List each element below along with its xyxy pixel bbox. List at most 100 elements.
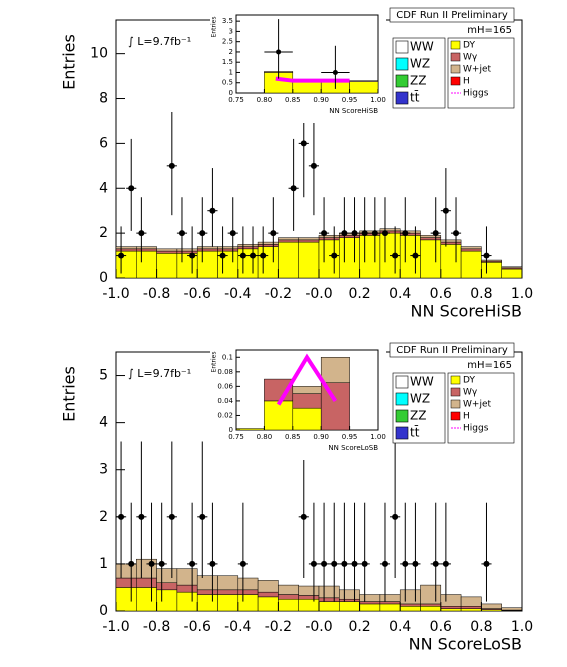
legend-label: WW [410, 40, 434, 54]
bar-segment [298, 598, 320, 612]
y-tick-label: 2.5 [222, 38, 233, 46]
legend-label: tt̄ [410, 90, 420, 104]
bar-segment [339, 598, 360, 602]
bar-segment [440, 244, 462, 279]
bar-segment [196, 246, 218, 250]
y-tick-label: 2 [229, 48, 233, 56]
x-axis-label: NN ScoreLoSB [409, 635, 522, 654]
legend-label: WZ [410, 57, 430, 71]
x-tick-label: 0.6 [430, 619, 452, 635]
inset-x-label: NN ScoreHiSB [329, 107, 378, 115]
data-point [331, 252, 338, 259]
x-tick-label: -0.0 [305, 619, 332, 635]
data-point [341, 560, 348, 567]
bar-segment [359, 601, 381, 605]
legend-label: Higgs [463, 89, 489, 99]
bar-segment [217, 248, 239, 252]
inset-y-label: Entries [211, 17, 218, 38]
bar-segment [136, 248, 157, 252]
data-point [351, 560, 358, 567]
legend-label: Higgs [463, 424, 489, 434]
bar-segment [501, 266, 523, 269]
data-point [442, 207, 449, 214]
legend-swatch [450, 399, 461, 409]
x-tick-label: 1.0 [511, 286, 533, 302]
data-point [219, 252, 226, 259]
bar-segment [115, 577, 137, 588]
legend-swatch [395, 40, 409, 54]
bar-segment [278, 241, 299, 279]
bar-segment [379, 594, 401, 602]
y-tick-label: 2 [99, 509, 108, 525]
bar-segment [156, 568, 178, 583]
bar-segment [420, 235, 442, 238]
bar-segment [298, 585, 320, 596]
bar-segment [196, 594, 218, 612]
bar-segment [257, 246, 279, 279]
bar-segment [257, 241, 279, 245]
bar-segment [460, 248, 482, 252]
bar-segment [440, 241, 462, 245]
bar-segment [217, 594, 239, 612]
legend-label: DY [463, 376, 475, 386]
legend-label: H [463, 77, 470, 87]
data-point [260, 252, 267, 259]
data-point [128, 185, 135, 192]
y-tick-label: 4 [99, 415, 108, 431]
bar-segment [292, 393, 322, 409]
bar-segment [481, 262, 502, 279]
bar-segment [176, 250, 198, 254]
legend-swatch [450, 52, 461, 62]
bar-segment [292, 81, 322, 94]
luminosity: ∫ L=9.7fb⁻¹ [128, 35, 191, 48]
x-tick-label: 0.75 [228, 96, 244, 104]
higgs-line [275, 76, 350, 83]
legend-swatch [395, 375, 409, 389]
y-tick-label: 2 [99, 225, 108, 241]
bar-segment [136, 587, 157, 612]
legend-swatch [395, 409, 409, 423]
bar-segment [318, 239, 340, 279]
data-point [412, 560, 419, 567]
bar-segment [318, 601, 340, 612]
bar-segment [217, 589, 239, 595]
bar-segment [156, 582, 178, 591]
mass-label: mH=165 [467, 25, 512, 36]
y-tick-label: 0.5 [222, 79, 233, 87]
bar-segment [349, 81, 379, 94]
x-tick-label: -0.4 [224, 619, 251, 635]
data-point [199, 230, 206, 237]
data-point [189, 560, 196, 567]
legend-swatch [450, 64, 461, 74]
bar-segment [339, 589, 360, 600]
legend-label: H [463, 412, 470, 422]
bar-segment [320, 382, 350, 431]
y-tick-label: 1 [229, 68, 233, 76]
bar-segment [237, 244, 259, 247]
y-tick-label: 0 [229, 426, 233, 434]
bar-segment [176, 248, 198, 252]
data-point [392, 252, 399, 259]
x-tick-label: 0.80 [257, 433, 273, 441]
y-axis-label: Entries [60, 34, 79, 90]
bar-segment [440, 594, 462, 607]
bar-segment [440, 606, 462, 609]
bar-segment [278, 237, 299, 241]
data-point [432, 230, 439, 237]
x-tick-label: -0.6 [184, 619, 211, 635]
bar-segment [399, 603, 421, 607]
bar-segment [196, 250, 218, 279]
bar-segment [176, 591, 198, 612]
legend-label: Wγ [463, 388, 478, 398]
legend-swatch [395, 91, 409, 105]
bar-segment [115, 587, 137, 612]
legend-swatch [395, 57, 409, 71]
bar-segment [420, 584, 442, 605]
data-point [209, 207, 216, 214]
data-point [239, 560, 246, 567]
bar-segment [318, 597, 340, 602]
bar-segment [196, 575, 218, 591]
data-point [189, 252, 196, 259]
bar-segment [115, 246, 137, 250]
